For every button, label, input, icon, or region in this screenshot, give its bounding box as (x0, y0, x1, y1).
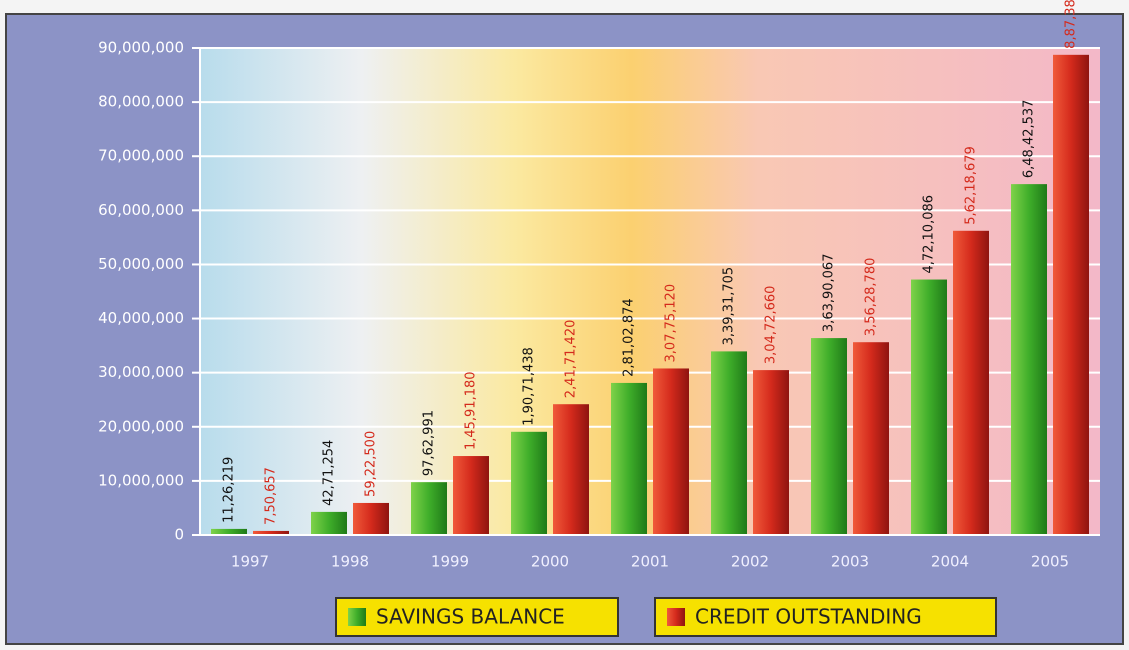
bar (253, 530, 289, 535)
legend-label: CREDIT OUTSTANDING (695, 605, 922, 629)
data-label: 3,04,72,660 (764, 286, 779, 365)
y-tick-label: 20,000,000 (98, 417, 184, 435)
data-label: 7,50,657 (264, 467, 279, 525)
data-label: 4,72,10,086 (922, 195, 937, 274)
y-tick-label: 10,000,000 (98, 471, 184, 489)
x-tick-label: 1998 (331, 553, 369, 571)
bar (311, 511, 347, 535)
data-label: 2,41,71,420 (564, 320, 579, 399)
y-tick-label: 90,000,000 (98, 39, 184, 57)
y-tick-label: 70,000,000 (98, 147, 184, 165)
bar (411, 482, 447, 535)
bar (511, 431, 547, 535)
data-label: 42,71,254 (322, 440, 337, 506)
x-tick-label: 1997 (231, 553, 269, 571)
data-label: 2,81,02,874 (622, 298, 637, 377)
legend-box (335, 597, 619, 637)
bar (911, 279, 947, 535)
x-tick-label: 1999 (431, 553, 469, 571)
bar (711, 351, 747, 535)
y-tick-label: 0 (174, 526, 184, 544)
y-tick-label: 30,000,000 (98, 363, 184, 381)
bar (1011, 184, 1047, 535)
legend-label: SAVINGS BALANCE (376, 605, 565, 629)
x-tick-label: 2004 (931, 553, 969, 571)
data-label: 6,48,42,537 (1022, 100, 1037, 179)
data-label: 5,62,18,679 (964, 146, 979, 225)
data-label: 3,63,90,067 (822, 254, 837, 333)
bar (811, 338, 847, 535)
bar (211, 528, 247, 535)
plot-area (200, 48, 1100, 535)
data-label: 3,39,31,705 (722, 267, 737, 346)
bar (553, 404, 589, 535)
legend-swatch (348, 608, 366, 626)
bar (453, 456, 489, 535)
data-label: 11,26,219 (222, 457, 237, 523)
bar (753, 370, 789, 535)
bar (953, 230, 989, 535)
x-tick-label: 2002 (731, 553, 769, 571)
bar (611, 382, 647, 535)
bar (1053, 54, 1089, 535)
x-tick-label: 2000 (531, 553, 569, 571)
data-label: 3,56,28,780 (864, 258, 879, 337)
x-tick-label: 2005 (1031, 553, 1069, 571)
data-label: 1,90,71,438 (522, 347, 537, 426)
y-tick-label: 50,000,000 (98, 255, 184, 273)
y-tick-label: 60,000,000 (98, 201, 184, 219)
y-tick-label: 80,000,000 (98, 93, 184, 111)
x-tick-label: 2001 (631, 553, 669, 571)
bar (853, 342, 889, 535)
y-tick-label: 40,000,000 (98, 309, 184, 327)
data-label: 97,62,991 (422, 410, 437, 476)
data-label: 8,87,38,739 (1064, 0, 1079, 49)
x-tick-label: 2003 (831, 553, 869, 571)
data-label: 1,45,91,180 (464, 371, 479, 450)
bar (353, 502, 389, 535)
legend-swatch (667, 608, 685, 626)
data-label: 59,22,500 (364, 431, 379, 497)
legend-box (654, 597, 997, 637)
bar (653, 368, 689, 535)
data-label: 3,07,75,120 (664, 284, 679, 363)
